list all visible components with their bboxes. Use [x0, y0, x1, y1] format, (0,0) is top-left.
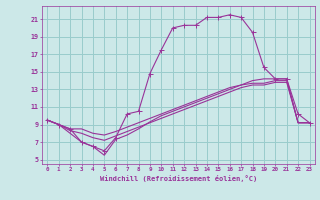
X-axis label: Windchill (Refroidissement éolien,°C): Windchill (Refroidissement éolien,°C)	[100, 175, 257, 182]
